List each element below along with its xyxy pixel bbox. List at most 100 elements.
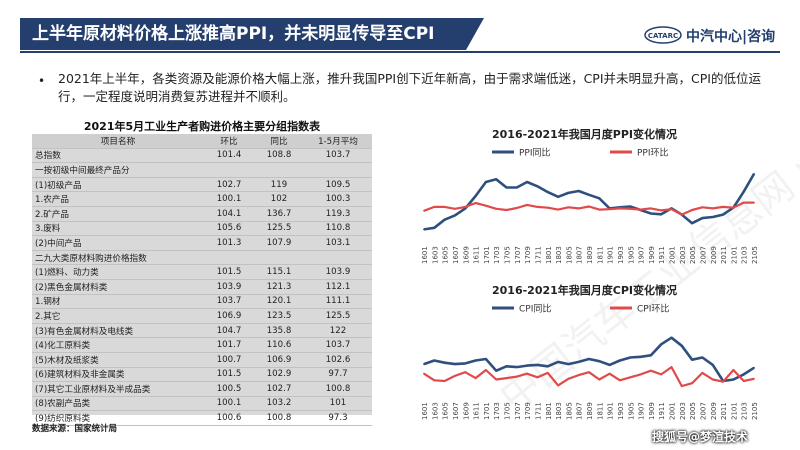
data-point: [732, 206, 735, 209]
series-line-mom: [423, 365, 755, 388]
table-cell: 103.1: [304, 235, 372, 251]
x-tick-label: 2003: [679, 246, 687, 264]
x-tick-label: 1711: [534, 402, 542, 420]
x-tick-label: 1609: [462, 402, 470, 420]
data-point: [742, 190, 745, 193]
x-tick-label: 1709: [524, 402, 532, 420]
x-tick-label: 2103: [741, 402, 749, 420]
x-tick-label: 1803: [555, 402, 563, 420]
data-point: [608, 372, 611, 375]
table-cell: 100.1: [204, 191, 254, 207]
table-cell: 119.3: [304, 206, 372, 222]
data-point: [701, 217, 704, 220]
table-row: (2)黑色金属材料类 103.9 121.3 112.1: [32, 279, 372, 295]
data-point: [464, 371, 467, 374]
data-point: [474, 377, 477, 379]
x-tick-label: 1807: [576, 402, 584, 420]
data-point: [742, 373, 745, 376]
x-tick-label: 2001: [669, 246, 677, 264]
data-point: [608, 363, 611, 366]
table-cell: [254, 162, 304, 178]
table-header-cell: 同比: [254, 134, 304, 149]
data-point: [515, 366, 518, 368]
data-point: [423, 209, 425, 212]
data-point: [588, 205, 590, 208]
table-header-cell: 环比: [204, 134, 254, 149]
data-point: [619, 207, 621, 210]
table-cell: 103.2: [254, 396, 304, 412]
table-row: (4)化工原料类 101.7 110.6 103.7: [32, 337, 372, 353]
table-cell: 136.7: [254, 206, 304, 222]
table-row: (8)农副产品类 100.1 103.2 101: [32, 396, 372, 412]
data-point: [608, 208, 611, 211]
data-point: [660, 343, 663, 346]
table-row-label: (2)中间产品: [32, 235, 204, 251]
x-tick-label: 1709: [524, 246, 532, 264]
x-tick-label: 1711: [534, 246, 542, 264]
x-tick-label: 1911: [658, 402, 666, 420]
x-tick-label: 1603: [431, 246, 439, 264]
data-point: [639, 373, 642, 376]
cpi-chart-title: 2016-2021年我国月度CPI变化情况: [492, 284, 678, 297]
table-row: 1.农产品 100.1 102 100.3: [32, 191, 372, 207]
x-tick-label: 1701: [483, 246, 491, 264]
table-cell: 100.8: [304, 381, 372, 397]
data-point: [670, 208, 673, 211]
x-tick-label: 1703: [493, 246, 501, 264]
table-cell: 103.7: [204, 294, 254, 310]
x-tick-label: 1905: [627, 402, 635, 420]
data-point: [505, 209, 508, 211]
x-tick-label: 1703: [493, 402, 501, 420]
table-row-label: 二九大类原材料购进价格指数: [32, 250, 204, 266]
data-point: [495, 178, 498, 181]
table-row: (5)木材及纸浆类 100.7 106.9 102.6: [32, 352, 372, 368]
table-row-label: 一按初级中间最终产品分: [32, 162, 204, 178]
table-header-cell: 项目名称: [32, 134, 204, 149]
logo-text: CATARC: [648, 32, 678, 40]
x-tick-label: 1605: [442, 402, 450, 420]
data-point: [649, 207, 652, 210]
x-tick-label: 1601: [421, 402, 429, 420]
table-cell: 102.7: [204, 177, 254, 193]
table-cell: 111.1: [304, 294, 372, 310]
data-point: [557, 384, 559, 387]
x-tick-label: 1809: [586, 402, 594, 420]
table-row: (9)纺织原料类 100.6 100.8 97.3: [32, 410, 372, 426]
legend-yoy-label: CPI同比: [519, 303, 551, 315]
x-tick-label: 1707: [514, 402, 522, 420]
table-header-cell: 1-5月平均: [304, 134, 372, 149]
x-tick-label: 1605: [442, 246, 450, 264]
data-point: [567, 192, 570, 194]
data-point: [649, 369, 652, 372]
x-tick-label: 2009: [710, 246, 718, 264]
table-cell: 101: [304, 396, 372, 412]
table-cell: 100.6: [204, 410, 254, 426]
table-cell: 101.7: [204, 337, 254, 353]
table-cell: 135.8: [254, 323, 304, 339]
data-point: [753, 172, 755, 175]
data-point: [433, 379, 436, 382]
x-tick-label: 1705: [504, 246, 512, 264]
x-tick-label: 1801: [545, 402, 553, 420]
data-point: [454, 214, 456, 217]
data-point: [423, 363, 425, 366]
table-row-label: 1.钢材: [32, 294, 204, 310]
table-row: 2.矿产品 104.1 136.7 119.3: [32, 206, 372, 222]
data-point: [711, 216, 714, 218]
x-tick-label: 1707: [514, 246, 522, 264]
data-point: [536, 185, 539, 188]
table-cell: 97.3: [304, 410, 372, 426]
x-tick-label: 2101: [730, 246, 738, 264]
data-point: [567, 206, 570, 209]
data-point: [526, 372, 529, 375]
x-tick-label: 2011: [720, 402, 728, 420]
data-point: [433, 359, 436, 362]
table-cell: 103.7: [304, 337, 372, 353]
x-tick-label: 1805: [565, 402, 573, 420]
x-tick-label: 2001: [669, 402, 677, 420]
data-point: [588, 358, 590, 360]
table-row-label: (1)燃料、动力类: [32, 264, 204, 280]
x-tick-label: 2101: [730, 402, 738, 420]
